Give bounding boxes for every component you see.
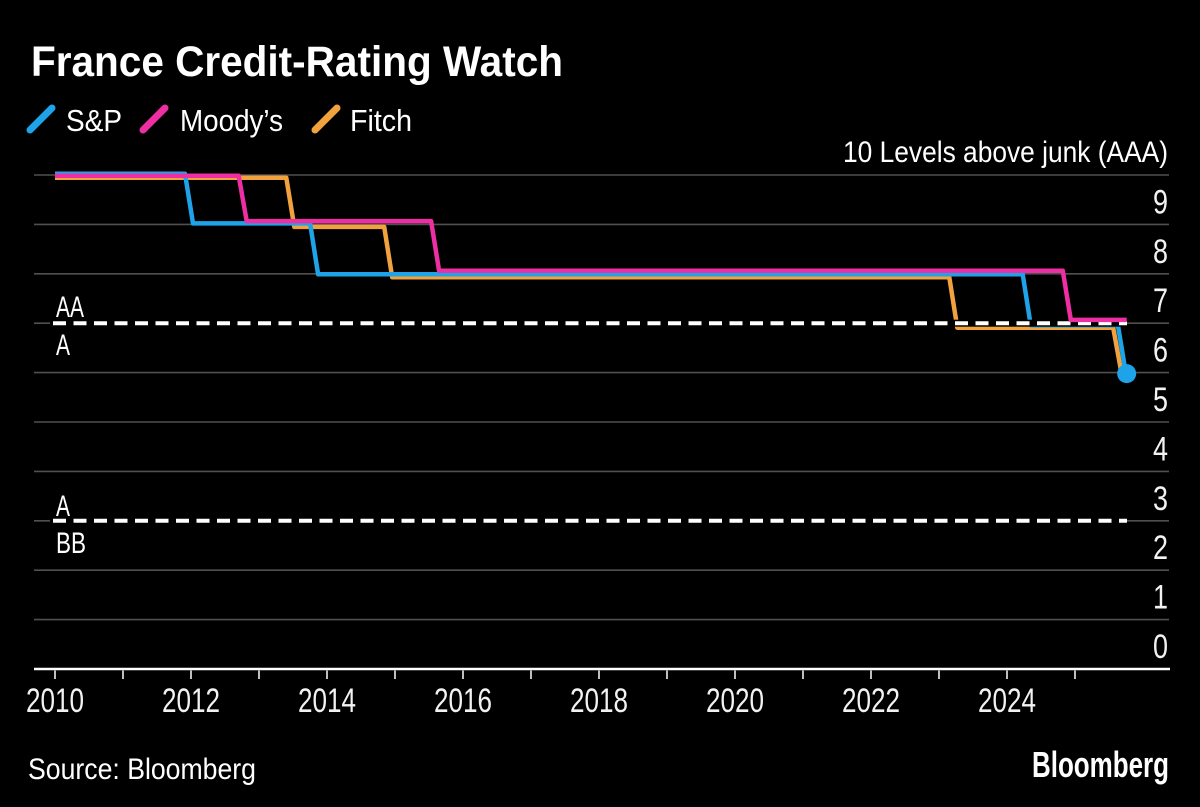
y-tick-7: 7 xyxy=(1153,282,1168,320)
legend-label-fitch: Fitch xyxy=(350,103,412,138)
y-tick-0: 0 xyxy=(1153,628,1168,666)
y-tick-6: 6 xyxy=(1153,332,1168,370)
legend-swatch-fitch-icon xyxy=(311,104,341,134)
series-line-s&p xyxy=(55,171,1129,376)
x-tick-2014: 2014 xyxy=(298,682,356,720)
band-label-bb: BB xyxy=(56,527,86,560)
page-title: France Credit-Rating Watch xyxy=(31,38,563,86)
y-axis-top-note: 10 Levels above junk (AAA) xyxy=(843,136,1168,169)
legend-swatch-sp-icon xyxy=(26,104,56,134)
legend-swatch-moodys-icon xyxy=(139,104,169,134)
latest-rating-dot-s&p xyxy=(1117,364,1137,384)
x-tick-2012: 2012 xyxy=(162,682,220,720)
y-tick-3: 3 xyxy=(1153,480,1168,518)
plot-area xyxy=(34,171,1170,679)
y-axis-labels: 9 8 7 6 5 4 3 2 1 0 xyxy=(1153,183,1168,666)
x-tick-2024: 2024 xyxy=(978,682,1036,720)
bloomberg-logo: Bloomberg xyxy=(1032,744,1169,785)
band-label-a-lower: A xyxy=(56,490,70,523)
series-line-fitch xyxy=(55,175,1127,374)
y-tick-8: 8 xyxy=(1153,233,1168,271)
band-label-a-upper: A xyxy=(56,329,70,362)
x-axis-labels: 2010 2012 2014 2016 2018 2020 2022 2024 xyxy=(26,682,1036,720)
x-tick-2022: 2022 xyxy=(842,682,900,720)
x-tick-2020: 2020 xyxy=(706,682,764,720)
y-tick-9: 9 xyxy=(1153,183,1168,221)
band-label-aa: AA xyxy=(56,291,84,324)
series-line-moodys xyxy=(55,173,1127,323)
y-tick-4: 4 xyxy=(1153,430,1168,468)
legend: S&P Moody’s Fitch xyxy=(26,103,412,138)
y-tick-5: 5 xyxy=(1153,381,1168,419)
y-tick-1: 1 xyxy=(1153,579,1168,617)
legend-label-moodys: Moody’s xyxy=(180,103,283,138)
x-tick-2018: 2018 xyxy=(570,682,628,720)
x-tick-2016: 2016 xyxy=(434,682,492,720)
source-credit: Source: Bloomberg xyxy=(28,753,256,786)
legend-label-sp: S&P xyxy=(66,103,122,138)
y-tick-2: 2 xyxy=(1153,529,1168,567)
x-tick-2010: 2010 xyxy=(26,682,84,720)
